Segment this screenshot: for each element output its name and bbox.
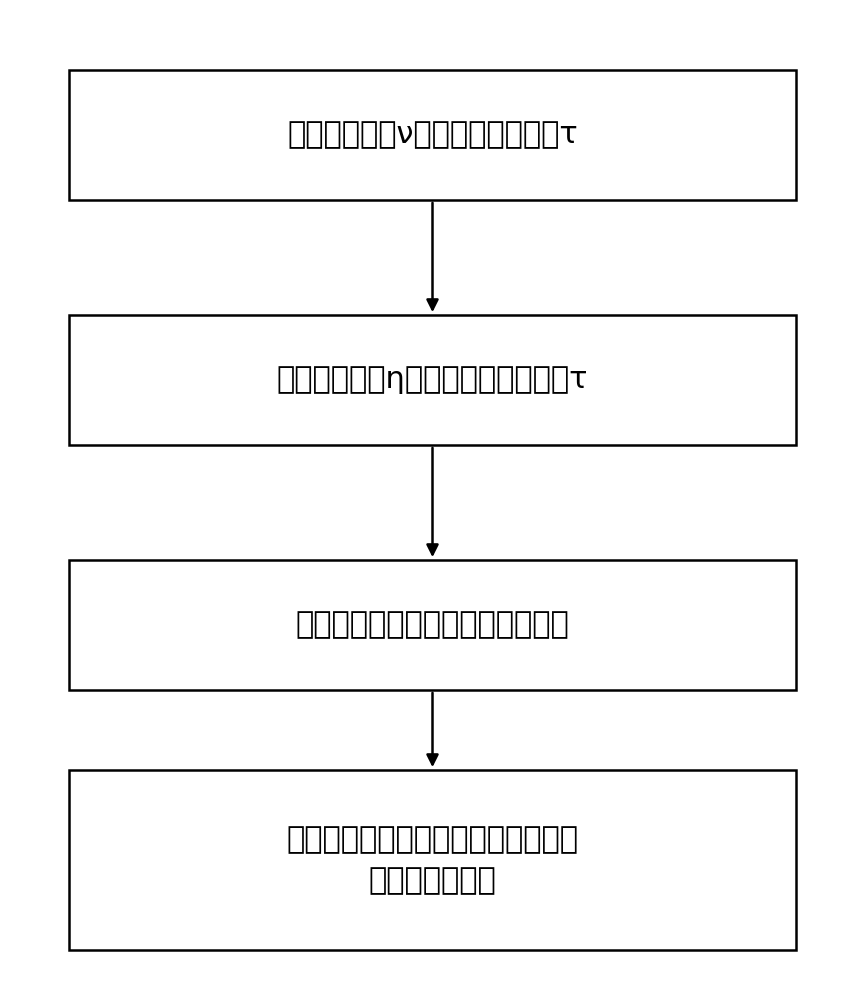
Text: 引入调节因子η修正亚格子应力张量τ: 引入调节因子η修正亚格子应力张量τ — [277, 365, 588, 394]
Bar — [69, 560, 796, 690]
Text: 可压缩非线性亚格子模型植入可压缩
空化流动求解器: 可压缩非线性亚格子模型植入可压缩 空化流动求解器 — [286, 825, 579, 895]
Bar — [69, 770, 796, 950]
Bar — [69, 70, 796, 200]
Bar — [69, 315, 796, 445]
Text: 创建可压缩非线性亚格子模型基类: 创建可压缩非线性亚格子模型基类 — [296, 610, 569, 640]
Text: 计算涡粘系数ν和亚格子应力张量τ: 计算涡粘系数ν和亚格子应力张量τ — [287, 120, 578, 149]
